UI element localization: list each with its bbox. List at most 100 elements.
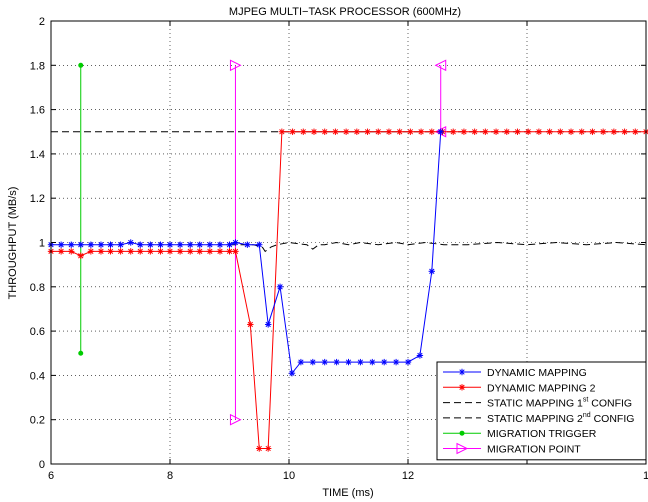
data-point xyxy=(117,241,124,248)
legend-label: DYNAMIC MAPPING 2 xyxy=(487,382,596,394)
data-point xyxy=(78,350,84,356)
data-point xyxy=(166,248,174,255)
data-point xyxy=(278,128,286,135)
data-point xyxy=(229,413,242,426)
legend-label: STATIC MAPPING 1st CONFIG xyxy=(487,397,632,410)
data-point xyxy=(404,358,412,366)
data-point xyxy=(97,248,105,255)
data-point xyxy=(289,128,296,135)
data-point xyxy=(68,248,75,255)
data-point xyxy=(288,369,296,377)
data-point xyxy=(276,283,284,290)
series-dynamic-mapping xyxy=(47,128,444,377)
x-tick-label: 10 xyxy=(283,470,295,482)
data-point xyxy=(392,358,400,366)
data-point xyxy=(57,248,65,255)
data-point xyxy=(117,248,124,255)
data-point xyxy=(157,241,164,248)
data-point xyxy=(385,128,393,135)
data-point xyxy=(147,241,154,248)
data-point xyxy=(621,128,628,135)
data-point xyxy=(321,128,328,135)
data-point xyxy=(416,352,424,359)
data-point xyxy=(460,128,468,135)
chart-title: MJPEG MULTI−TASK PROCESSOR (600MHz) xyxy=(229,6,461,18)
data-point xyxy=(87,241,95,248)
data-point xyxy=(137,248,144,255)
legend-item: MIGRATION POINT xyxy=(443,442,581,456)
legend-marker xyxy=(458,384,466,391)
data-point xyxy=(492,128,500,135)
x-tick-label: 8 xyxy=(167,470,173,482)
y-tick-label: 0.4 xyxy=(30,370,45,382)
data-point xyxy=(264,321,272,328)
data-point xyxy=(524,128,532,135)
data-point xyxy=(310,128,318,135)
data-point xyxy=(300,128,307,135)
data-point xyxy=(578,128,585,135)
data-point xyxy=(229,59,242,72)
y-tick-label: 0.2 xyxy=(30,415,45,427)
data-point xyxy=(147,248,154,255)
data-point xyxy=(417,128,425,135)
x-axis-title: TIME (ms) xyxy=(322,487,373,499)
x-tick-label: 1 xyxy=(643,470,648,482)
data-point xyxy=(77,252,84,259)
data-point xyxy=(557,128,564,135)
data-point xyxy=(610,128,618,135)
y-tick-label: 1.6 xyxy=(30,105,45,117)
y-tick-label: 1.8 xyxy=(30,60,45,72)
data-point xyxy=(87,248,95,255)
legend-item: DYNAMIC MAPPING 2 xyxy=(443,382,596,394)
data-point xyxy=(247,321,254,328)
data-point xyxy=(157,248,164,255)
data-point xyxy=(57,241,65,248)
legend-marker xyxy=(459,430,465,436)
data-point xyxy=(107,241,114,248)
data-point xyxy=(77,241,84,248)
legend-label: MIGRATION TRIGGER xyxy=(487,428,597,440)
legend-marker xyxy=(458,368,466,376)
data-point xyxy=(357,358,364,366)
data-point xyxy=(428,268,435,275)
data-point xyxy=(256,241,263,248)
data-point xyxy=(256,445,263,452)
data-point xyxy=(589,128,596,135)
data-point xyxy=(514,128,521,135)
series-static-mapping-2nd-config xyxy=(229,241,647,253)
data-point xyxy=(226,248,233,255)
data-point xyxy=(226,241,233,248)
y-tick-label: 0.8 xyxy=(30,282,45,294)
legend-item: MIGRATION TRIGGER xyxy=(443,428,597,440)
series-layer xyxy=(47,59,648,452)
data-point xyxy=(196,248,203,255)
data-point xyxy=(187,248,194,255)
data-point xyxy=(345,358,352,366)
data-point xyxy=(642,128,648,135)
y-tick-label: 0.6 xyxy=(30,326,45,338)
legend: DYNAMIC MAPPING DYNAMIC MAPPING 2 STATIC M… xyxy=(436,361,647,461)
data-point xyxy=(599,128,607,135)
data-point xyxy=(535,128,543,135)
data-point xyxy=(369,358,376,366)
data-point xyxy=(216,248,224,255)
series-dynamic-mapping-2 xyxy=(47,128,648,452)
data-point xyxy=(333,358,340,366)
data-point xyxy=(353,128,361,135)
data-point xyxy=(407,128,414,135)
data-point xyxy=(450,128,457,135)
y-tick-label: 1 xyxy=(39,238,45,250)
data-point xyxy=(632,128,639,135)
data-point xyxy=(232,239,239,246)
data-point xyxy=(196,241,203,248)
legend-marker xyxy=(456,442,469,455)
legend-item: STATIC MAPPING 1st CONFIG xyxy=(443,397,632,410)
legend-item: DYNAMIC MAPPING xyxy=(443,367,587,379)
y-axis-title: THROUGHPUT (MB/s) xyxy=(7,187,19,300)
data-point xyxy=(244,241,251,248)
data-point xyxy=(567,128,575,135)
data-point xyxy=(232,248,239,255)
data-point xyxy=(68,241,75,248)
series-migration-trigger xyxy=(78,62,84,356)
